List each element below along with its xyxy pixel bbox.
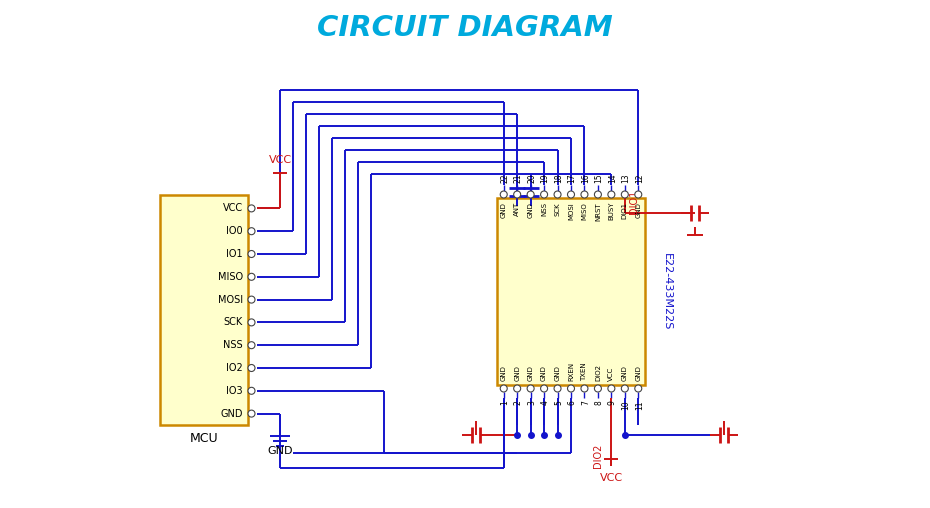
Circle shape — [513, 191, 521, 198]
Circle shape — [248, 365, 255, 371]
Text: E22-433M22S: E22-433M22S — [662, 253, 672, 330]
Text: DIO1: DIO1 — [622, 202, 628, 219]
Text: 18: 18 — [554, 174, 563, 183]
Text: RXEN: RXEN — [568, 362, 574, 381]
Text: VCC: VCC — [223, 203, 243, 213]
Text: GND: GND — [527, 365, 534, 381]
Text: 15: 15 — [594, 173, 604, 183]
Circle shape — [635, 385, 642, 392]
Text: 1: 1 — [500, 400, 510, 405]
Text: DIO2: DIO2 — [593, 444, 603, 468]
Circle shape — [248, 296, 255, 303]
Text: 4: 4 — [540, 400, 550, 405]
Bar — [497, 198, 645, 385]
Circle shape — [635, 191, 642, 198]
Circle shape — [527, 385, 534, 392]
Text: 14: 14 — [608, 173, 617, 183]
Text: 6: 6 — [567, 400, 577, 405]
Circle shape — [554, 385, 561, 392]
Text: DIO2: DIO2 — [595, 364, 601, 381]
Circle shape — [527, 191, 534, 198]
Text: TXEN: TXEN — [581, 362, 588, 381]
Text: 17: 17 — [567, 173, 577, 183]
Text: GND: GND — [500, 365, 507, 381]
Text: GND: GND — [554, 365, 561, 381]
Circle shape — [248, 319, 255, 326]
Text: IO0: IO0 — [226, 226, 243, 236]
Text: 7: 7 — [581, 400, 590, 405]
Circle shape — [248, 228, 255, 235]
Text: 22: 22 — [500, 174, 510, 183]
Text: 13: 13 — [621, 173, 631, 183]
Circle shape — [540, 385, 548, 392]
Text: MOSI: MOSI — [568, 202, 574, 220]
Text: VCC: VCC — [600, 473, 623, 483]
Circle shape — [248, 250, 255, 258]
Text: NSS: NSS — [541, 202, 547, 216]
Circle shape — [567, 191, 575, 198]
Circle shape — [500, 191, 507, 198]
Text: SCK: SCK — [554, 202, 561, 215]
Text: ANT: ANT — [514, 202, 520, 216]
Text: 5: 5 — [554, 400, 563, 405]
Text: 11: 11 — [635, 400, 644, 409]
Text: VCC: VCC — [608, 367, 615, 381]
Text: 12: 12 — [635, 174, 644, 183]
Text: NSS: NSS — [223, 340, 243, 350]
Circle shape — [248, 387, 255, 394]
Text: GND: GND — [635, 365, 642, 381]
Text: IO2: IO2 — [226, 363, 243, 373]
Text: MCU: MCU — [190, 432, 219, 446]
Text: GND: GND — [541, 365, 547, 381]
Text: 8: 8 — [594, 400, 604, 405]
Text: MOSI: MOSI — [218, 295, 243, 305]
Circle shape — [608, 385, 615, 392]
Text: NRST: NRST — [595, 202, 601, 220]
Text: GND: GND — [500, 202, 507, 218]
Text: GND: GND — [527, 202, 534, 218]
Text: IO3: IO3 — [226, 386, 243, 396]
Text: CIRCUIT DIAGRAM: CIRCUIT DIAGRAM — [317, 14, 613, 42]
Text: 21: 21 — [513, 174, 523, 183]
Text: MISO: MISO — [581, 202, 588, 220]
Circle shape — [581, 385, 588, 392]
Bar — [160, 195, 248, 425]
Text: GND: GND — [622, 365, 628, 381]
Text: MISO: MISO — [218, 272, 243, 282]
Circle shape — [621, 191, 629, 198]
Circle shape — [248, 410, 255, 417]
Circle shape — [500, 385, 507, 392]
Text: GND: GND — [635, 202, 642, 218]
Text: 10: 10 — [621, 400, 631, 409]
Text: DIO1: DIO1 — [629, 190, 639, 214]
Text: GND: GND — [514, 365, 520, 381]
Text: 9: 9 — [608, 400, 617, 405]
Text: 19: 19 — [540, 173, 550, 183]
Text: BUSY: BUSY — [608, 202, 615, 220]
Circle shape — [581, 191, 588, 198]
Circle shape — [248, 342, 255, 348]
Text: GND: GND — [220, 408, 243, 419]
Circle shape — [540, 191, 548, 198]
Circle shape — [608, 191, 615, 198]
Circle shape — [621, 385, 629, 392]
Text: SCK: SCK — [224, 318, 243, 327]
Circle shape — [513, 385, 521, 392]
Text: GND: GND — [267, 446, 293, 456]
Text: 16: 16 — [581, 173, 590, 183]
Circle shape — [594, 385, 602, 392]
Circle shape — [567, 385, 575, 392]
Circle shape — [594, 191, 602, 198]
Circle shape — [554, 191, 561, 198]
Circle shape — [248, 273, 255, 280]
Text: 2: 2 — [513, 400, 523, 405]
Text: 3: 3 — [527, 400, 536, 405]
Text: IO1: IO1 — [226, 249, 243, 259]
Circle shape — [248, 205, 255, 212]
Text: VCC: VCC — [269, 155, 292, 166]
Text: 20: 20 — [527, 173, 536, 183]
